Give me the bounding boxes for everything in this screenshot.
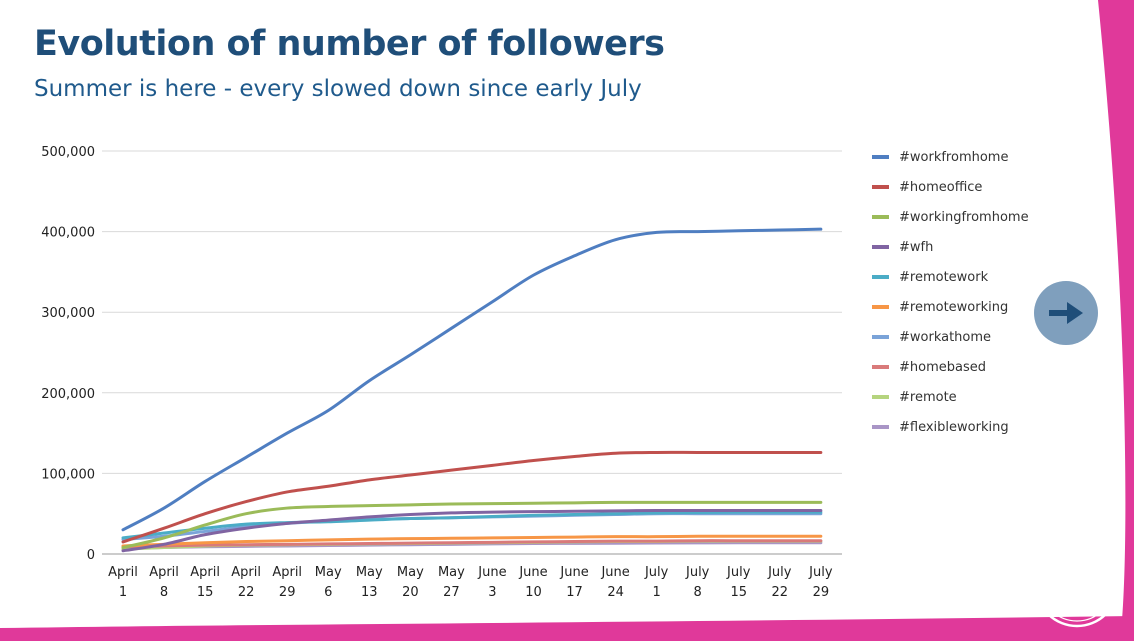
y-tick-label: 200,000 (41, 387, 95, 402)
legend-label: #remote (899, 389, 957, 405)
legend-item: #homebased (872, 352, 1029, 382)
chart-legend: #workfromhome #homeoffice #workingfromhome… (872, 142, 1029, 442)
y-tick-label: 400,000 (41, 226, 95, 241)
legend-swatch (872, 365, 889, 369)
x-tick-label: June (559, 565, 588, 580)
y-tick-label: 500,000 (41, 145, 95, 160)
legend-label: #homeoffice (899, 179, 983, 195)
x-tick-label-day: 17 (566, 585, 583, 600)
legend-swatch (872, 185, 889, 189)
series-line-workingfromhome (121, 500, 823, 550)
x-tick-label-day: 15 (197, 585, 214, 600)
x-tick-label-day: 13 (361, 585, 378, 600)
legend-item: #workfromhome (872, 142, 1029, 172)
legend-swatch (872, 155, 889, 159)
x-tick-label: July (685, 565, 710, 580)
y-tick-label: 0 (87, 548, 95, 563)
x-tick-label-day: 22 (238, 585, 255, 600)
next-slide-button[interactable] (1034, 281, 1098, 345)
legend-label: #workfromhome (899, 149, 1009, 165)
x-tick-label-day: 1 (119, 585, 127, 600)
legend-swatch (872, 395, 889, 399)
x-tick-label-day: 6 (324, 585, 332, 600)
x-tick-label-day: 3 (488, 585, 496, 600)
x-tick-label-day: 24 (607, 585, 624, 600)
x-tick-label-day: 22 (772, 585, 789, 600)
series-line-workfromhome (121, 227, 823, 532)
x-tick-label: April (190, 565, 220, 580)
x-tick-label: June (518, 565, 547, 580)
legend-item: #wfh (872, 232, 1029, 262)
legend-label: #wfh (899, 239, 934, 255)
y-tick-label: 300,000 (41, 306, 95, 321)
legend-label: #remotework (899, 269, 989, 285)
legend-item: #remoteworking (872, 292, 1029, 322)
x-tick-label: June (600, 565, 629, 580)
series-line-homeoffice (121, 450, 823, 544)
legend-item: #workingfromhome (872, 202, 1029, 232)
legend-swatch (872, 425, 889, 429)
legend-swatch (872, 305, 889, 309)
x-tick-label: June (477, 565, 506, 580)
legend-item: #homeoffice (872, 172, 1029, 202)
pink-bottom-band (0, 616, 1134, 641)
x-tick-label: July (644, 565, 669, 580)
pink-side-band (1098, 0, 1134, 641)
series-line-remotework (121, 510, 823, 540)
x-tick-label-day: 29 (813, 585, 830, 600)
legend-label: #workingfromhome (899, 209, 1029, 225)
x-tick-label: May (356, 565, 383, 580)
x-tick-label: April (149, 565, 179, 580)
x-tick-label: July (726, 565, 751, 580)
x-tick-label: April (108, 565, 138, 580)
legend-swatch (872, 275, 889, 279)
series-line-homebased (121, 539, 823, 549)
legend-label: #remoteworking (899, 299, 1009, 315)
series-line-remoteworking (121, 534, 823, 548)
y-tick-label: 100,000 (41, 467, 95, 482)
page-title: Evolution of number of followers (34, 24, 665, 64)
legend-label: #flexibleworking (899, 419, 1009, 435)
legend-swatch (872, 245, 889, 249)
x-tick-label: May (315, 565, 342, 580)
legend-item: #flexibleworking (872, 412, 1029, 442)
x-tick-label-day: 29 (279, 585, 296, 600)
x-tick-label-day: 8 (160, 585, 168, 600)
legend-label: #workathome (899, 329, 992, 345)
x-tick-label: May (397, 565, 424, 580)
legend-item: #remote (872, 382, 1029, 412)
x-tick-label: July (767, 565, 792, 580)
x-tick-label: April (272, 565, 302, 580)
arrow-right-icon (1049, 302, 1083, 324)
legend-item: #remotework (872, 262, 1029, 292)
x-tick-label-day: 15 (730, 585, 747, 600)
x-tick-label-day: 27 (443, 585, 460, 600)
x-tick-label: April (231, 565, 261, 580)
x-tick-label-day: 1 (653, 585, 661, 600)
legend-swatch (872, 335, 889, 339)
x-tick-label: May (438, 565, 465, 580)
legend-label: #homebased (899, 359, 986, 375)
legend-item: #workathome (872, 322, 1029, 352)
page-subtitle: Summer is here - every slowed down since… (34, 76, 642, 102)
x-tick-label: July (808, 565, 833, 580)
legend-swatch (872, 215, 889, 219)
x-tick-label-day: 8 (694, 585, 702, 600)
jr-logo (1034, 542, 1120, 628)
series-line-wfh (121, 508, 823, 553)
x-tick-label-day: 20 (402, 585, 419, 600)
x-tick-label-day: 10 (525, 585, 542, 600)
